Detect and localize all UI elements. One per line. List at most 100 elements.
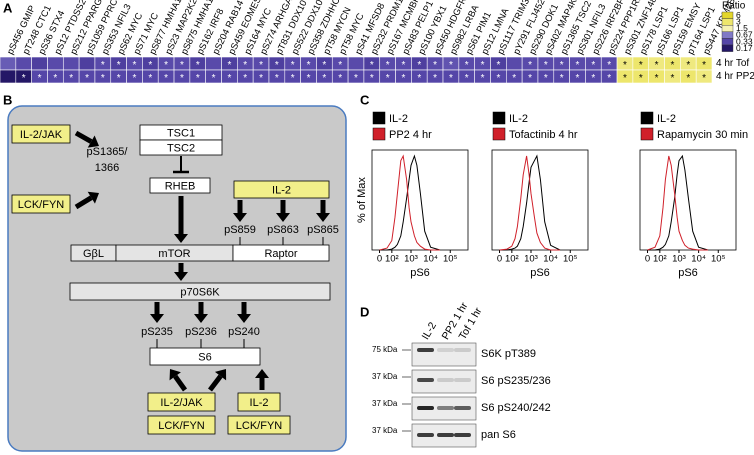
blot-band — [417, 406, 434, 410]
significance-star: * — [386, 60, 390, 71]
significance-star: * — [322, 60, 326, 71]
significance-star: * — [133, 60, 137, 71]
site-label: pS235 — [141, 326, 173, 338]
significance-star: * — [528, 60, 532, 71]
panel-letter: B — [3, 92, 12, 107]
blot-band — [454, 378, 471, 382]
heatmap-cell — [31, 56, 48, 71]
heatmap-cell — [347, 56, 365, 71]
node-label: LCK/FYN — [18, 199, 65, 211]
node-box — [147, 415, 216, 435]
significance-star: * — [702, 60, 706, 71]
significance-star: * — [117, 73, 121, 84]
node-label: Raptor — [264, 248, 297, 260]
node-box — [147, 392, 216, 412]
node-box — [11, 194, 71, 214]
plot-frame — [491, 149, 589, 251]
significance-star: * — [133, 73, 137, 84]
blot-band — [417, 348, 434, 352]
x-tick-label: 10⁴ — [423, 254, 438, 265]
node-label: IL-2/JAK — [160, 397, 203, 409]
significance-star: * — [417, 73, 421, 84]
legend-label: IL-2 — [509, 113, 528, 125]
site-label: pS236 — [185, 326, 217, 338]
heatmap-cell — [62, 56, 80, 71]
histogram-line — [647, 155, 708, 251]
significance-star: * — [386, 73, 390, 84]
site-label: pS240 — [228, 326, 260, 338]
arrow-head — [87, 191, 99, 204]
significance-star: * — [212, 73, 216, 84]
x-tick-label: 10³ — [672, 254, 686, 265]
arrow-head — [174, 234, 188, 243]
site-label: pS863 — [267, 224, 299, 236]
significance-star: * — [481, 73, 485, 84]
legend-label: 0.67 — [736, 30, 753, 40]
legend-label: PP2 4 hr — [389, 129, 432, 141]
x-axis-label: pS6 — [530, 267, 550, 279]
significance-star: * — [117, 60, 121, 71]
significance-star: * — [38, 73, 42, 84]
node-label: IL-2 — [250, 397, 269, 409]
arrow-head — [87, 135, 99, 148]
significance-star: * — [101, 60, 105, 71]
node-label: LCK/FYN — [158, 420, 205, 432]
significance-star: * — [180, 73, 184, 84]
significance-star: * — [623, 60, 627, 71]
x-tick-label: 10² — [505, 254, 519, 265]
x-tick-label: 0 — [377, 254, 382, 265]
legend-label: Rapamycin 30 min — [657, 129, 748, 141]
panel-letter: D — [360, 304, 369, 319]
significance-star: * — [227, 73, 231, 84]
blot-band — [437, 433, 454, 437]
blot-band — [417, 433, 434, 437]
legend-label: Tofactinib 4 hr — [509, 129, 578, 141]
histogram-line — [499, 155, 560, 251]
significance-star: * — [655, 60, 659, 71]
significance-star: * — [243, 60, 247, 71]
significance-star: * — [512, 73, 516, 84]
node-box — [149, 177, 211, 194]
node-label: TSC2 — [167, 142, 195, 154]
significance-star: * — [560, 60, 564, 71]
plot-frame — [639, 149, 737, 251]
x-tick-label: 10² — [653, 254, 667, 265]
legend-swatch — [721, 11, 734, 19]
legend-swatch — [640, 127, 654, 141]
plot-frame — [371, 149, 469, 251]
row-label: 4 hr Tof — [716, 58, 749, 69]
heatmap-cell — [0, 56, 17, 71]
blot-label: pan S6 — [481, 429, 516, 441]
significance-star: * — [291, 60, 295, 71]
significance-star: * — [433, 60, 437, 71]
legend-title: Ratio — [722, 1, 746, 12]
legend-swatch — [640, 111, 654, 125]
x-tick-label: 10³ — [524, 254, 538, 265]
legend-label: 1.5 — [736, 23, 748, 33]
significance-star: * — [370, 73, 374, 84]
legend-swatch — [492, 111, 506, 125]
significance-star: * — [639, 60, 643, 71]
node-label: RHEB — [165, 180, 196, 192]
mw-marker: 75 kDa — [372, 345, 398, 354]
significance-star: * — [164, 73, 168, 84]
blot-band — [437, 348, 454, 352]
arrow-head — [150, 314, 164, 323]
significance-star: * — [576, 73, 580, 84]
significance-star: * — [307, 60, 311, 71]
significance-star: * — [544, 73, 548, 84]
legend-label: 0.17 — [736, 43, 753, 53]
blot-label: S6K pT389 — [481, 348, 536, 360]
legend-swatch — [492, 127, 506, 141]
significance-star: * — [275, 60, 279, 71]
x-tick-label: 10⁵ — [563, 254, 578, 265]
node-label: IL-2/JAK — [20, 129, 63, 141]
significance-star: * — [465, 73, 469, 84]
x-tick-label: 0 — [497, 254, 502, 265]
y-axis-label: % of Max — [356, 177, 368, 223]
blot-label: S6 pS235/236 — [481, 375, 551, 387]
significance-star: * — [53, 73, 57, 84]
x-tick-label: 0 — [645, 254, 650, 265]
significance-star: * — [449, 60, 453, 71]
